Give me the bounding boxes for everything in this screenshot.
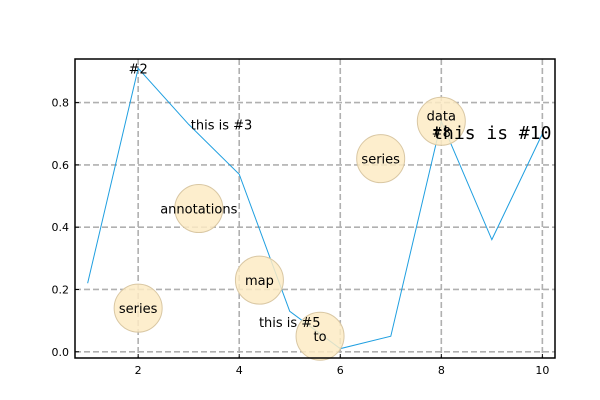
annotation-circle (416, 96, 466, 146)
annotation-circles (113, 96, 466, 361)
y-tick-label: 0.6 (52, 159, 70, 172)
annotation-label: #8 (432, 126, 451, 141)
x-tick-label: 2 (135, 364, 142, 377)
annotation-circle (295, 311, 345, 361)
x-tick-label: 4 (236, 364, 243, 377)
y-tick-label: 0.2 (52, 283, 70, 296)
annotation-label: series (119, 302, 158, 317)
plot-frame (74, 58, 556, 359)
annotation-label: #2 (129, 62, 148, 77)
annotation-label: series (361, 153, 400, 168)
annotation-label: to (314, 330, 327, 345)
annotation-circle (234, 255, 284, 305)
y-tick-label: 0.0 (52, 346, 70, 359)
annotation-label: map (245, 274, 274, 289)
annotation-circle (113, 283, 163, 333)
annotation-label: this is #5 (259, 316, 321, 331)
annotation-circle (356, 134, 406, 184)
y-tick-label: 0.8 (52, 97, 70, 110)
annotation-label: this is #3 (191, 118, 253, 133)
x-tick-label: 6 (337, 364, 344, 377)
axis-ticks: 2 4 6 8 10 0.0 0.2 0.4 0.6 0.8 (52, 97, 550, 377)
y-tick-label: 0.4 (52, 221, 70, 234)
annotation-label: this is #10 (432, 123, 551, 144)
annotation-circle (174, 184, 224, 233)
annotation-labels: series annotations map to series data #2 this i… (119, 62, 552, 345)
x-tick-label: 10 (535, 364, 549, 377)
annotation-label: annotations (160, 203, 237, 218)
x-tick-label: 8 (438, 364, 445, 377)
annotation-label: data (427, 109, 456, 124)
